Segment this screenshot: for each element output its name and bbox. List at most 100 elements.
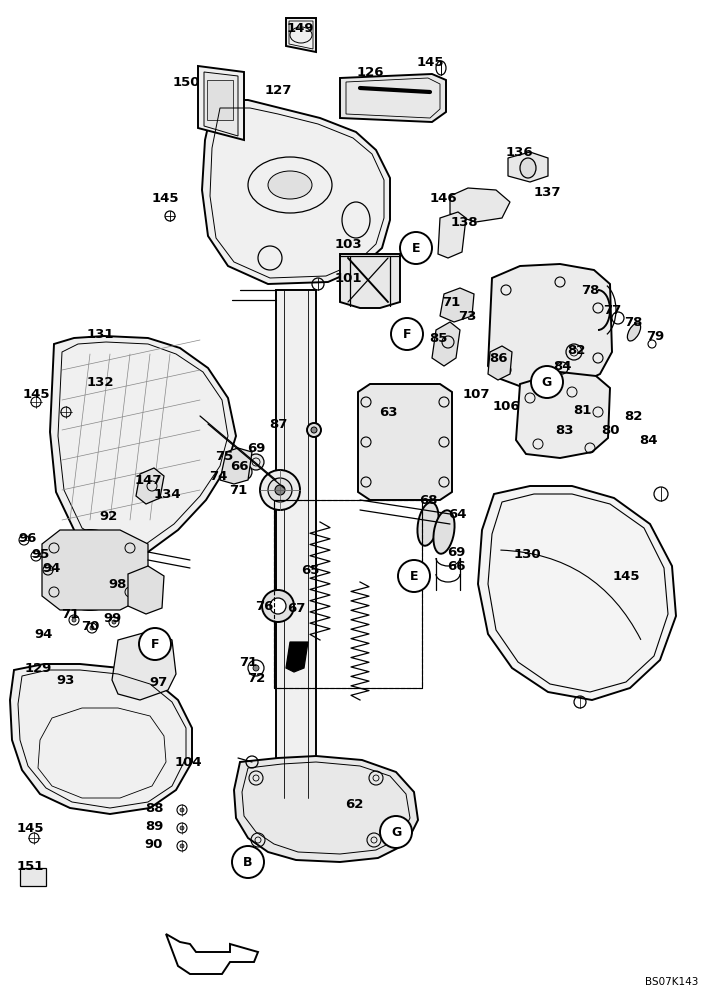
Text: BS07K143: BS07K143 (645, 977, 698, 987)
Text: 104: 104 (174, 756, 201, 768)
Ellipse shape (62, 542, 118, 598)
Text: 151: 151 (16, 859, 43, 872)
Text: 147: 147 (135, 474, 162, 487)
Text: 134: 134 (153, 488, 181, 500)
Polygon shape (358, 384, 452, 500)
Text: B: B (244, 856, 253, 868)
Text: 71: 71 (442, 296, 460, 308)
Ellipse shape (90, 626, 94, 630)
Text: 71: 71 (61, 607, 79, 620)
Text: 68: 68 (419, 493, 437, 506)
Polygon shape (220, 448, 252, 484)
Text: 103: 103 (334, 237, 362, 250)
Text: 101: 101 (334, 271, 362, 284)
Text: F: F (151, 638, 159, 650)
Text: 65: 65 (300, 564, 319, 576)
Text: 138: 138 (450, 216, 478, 229)
Text: 94: 94 (35, 628, 53, 641)
Text: 132: 132 (86, 375, 114, 388)
Text: 98: 98 (109, 578, 127, 590)
Circle shape (380, 816, 412, 848)
Text: 145: 145 (612, 570, 640, 582)
Polygon shape (340, 74, 446, 122)
Ellipse shape (434, 510, 454, 554)
Text: G: G (391, 826, 401, 838)
Polygon shape (440, 288, 474, 322)
Ellipse shape (270, 598, 286, 614)
Bar (274, 500, 422, 688)
Ellipse shape (311, 427, 317, 433)
Bar (274, 500, 422, 688)
Text: 149: 149 (286, 21, 314, 34)
Ellipse shape (417, 502, 439, 546)
Polygon shape (276, 290, 316, 816)
Text: 87: 87 (269, 418, 287, 430)
Polygon shape (286, 642, 308, 672)
Ellipse shape (260, 470, 300, 510)
Polygon shape (450, 188, 510, 222)
Polygon shape (516, 372, 610, 458)
Text: 127: 127 (264, 84, 292, 97)
Text: 150: 150 (172, 76, 200, 89)
Text: 69: 69 (447, 546, 465, 558)
Text: 96: 96 (19, 532, 37, 544)
Text: 84: 84 (640, 434, 659, 446)
Polygon shape (198, 66, 244, 140)
Text: 66: 66 (446, 560, 465, 572)
Ellipse shape (180, 826, 184, 830)
Text: 136: 136 (506, 145, 533, 158)
Ellipse shape (627, 323, 641, 341)
Polygon shape (202, 100, 390, 284)
Text: 99: 99 (103, 611, 121, 624)
Bar (20, 868, 46, 886)
Polygon shape (128, 566, 164, 614)
Ellipse shape (180, 844, 184, 848)
Text: E: E (412, 241, 420, 254)
Polygon shape (50, 336, 236, 552)
Text: 81: 81 (573, 403, 591, 416)
Polygon shape (234, 756, 418, 862)
Ellipse shape (268, 478, 292, 502)
Text: 66: 66 (230, 460, 248, 473)
Polygon shape (42, 530, 148, 610)
Polygon shape (112, 630, 176, 700)
Text: 76: 76 (255, 599, 273, 612)
Text: 64: 64 (448, 508, 466, 520)
Text: 71: 71 (229, 484, 247, 496)
Text: 145: 145 (151, 192, 179, 205)
Text: 145: 145 (417, 55, 444, 68)
Circle shape (531, 366, 563, 398)
Text: 126: 126 (356, 66, 384, 79)
Text: 89: 89 (145, 820, 163, 832)
Text: 78: 78 (581, 284, 600, 296)
Text: 106: 106 (492, 399, 520, 412)
Text: 73: 73 (458, 310, 476, 322)
Text: F: F (403, 328, 412, 340)
Text: 92: 92 (99, 510, 117, 522)
Text: G: G (542, 375, 552, 388)
Text: E: E (409, 570, 418, 582)
Polygon shape (438, 212, 466, 258)
Polygon shape (204, 72, 238, 136)
Ellipse shape (262, 590, 294, 622)
Ellipse shape (112, 620, 116, 624)
Ellipse shape (76, 556, 104, 584)
Circle shape (139, 628, 171, 660)
Text: 93: 93 (57, 674, 75, 686)
Text: 82: 82 (624, 410, 642, 422)
Text: 145: 145 (16, 822, 43, 834)
Text: 85: 85 (429, 332, 447, 344)
Text: 82: 82 (567, 344, 585, 357)
Text: 146: 146 (429, 192, 457, 205)
Text: 71: 71 (239, 656, 257, 668)
Polygon shape (488, 346, 512, 380)
Bar (207, 80, 233, 120)
Text: 95: 95 (31, 548, 49, 560)
Polygon shape (166, 934, 258, 974)
Text: 70: 70 (81, 619, 99, 633)
Text: 107: 107 (462, 387, 490, 400)
Text: 62: 62 (345, 798, 363, 810)
Text: 63: 63 (379, 406, 397, 418)
Ellipse shape (268, 171, 312, 199)
Text: 84: 84 (554, 360, 572, 372)
